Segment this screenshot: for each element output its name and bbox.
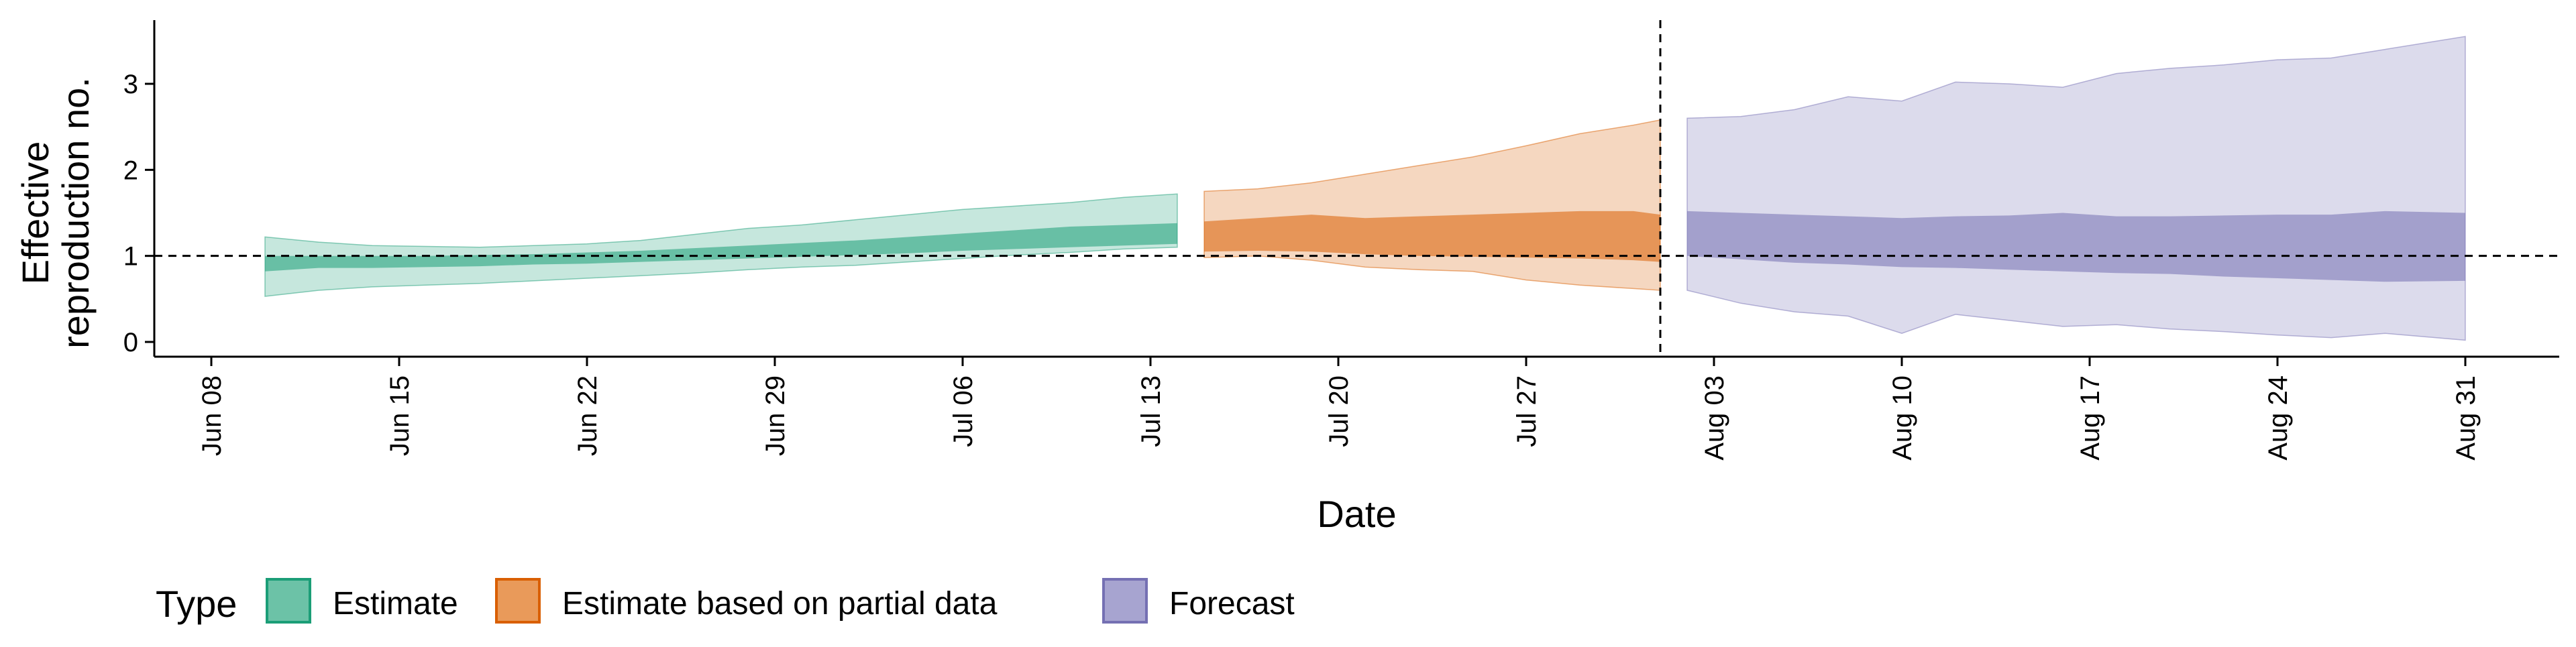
- legend-title: Type: [156, 583, 237, 625]
- x-tick-label: Aug 24: [2263, 375, 2293, 461]
- y-tick-label: 0: [123, 328, 138, 357]
- x-tick-label: Aug 17: [2076, 375, 2105, 461]
- band-90-estimate-based-on-partial-data: [1204, 120, 1660, 290]
- series-estimate-based-on-partial-data: [1204, 120, 1660, 290]
- x-tick-label: Jul 13: [1136, 375, 1166, 447]
- legend-key-forecast: [1104, 579, 1146, 622]
- x-tick-label: Jul 06: [949, 375, 978, 447]
- x-axis-title: Date: [1317, 493, 1396, 535]
- y-axis-title-line-2: reproduction no.: [54, 77, 97, 349]
- x-tick-label: Aug 10: [1888, 375, 1917, 461]
- bands-layer: [265, 36, 2465, 340]
- y-tick-label: 3: [123, 70, 138, 99]
- legend-label-estimate-based-on-partial-data: Estimate based on partial data: [562, 586, 998, 622]
- x-tick-label: Jul 20: [1324, 375, 1354, 447]
- legend: Type Estimate Estimate based on partial da…: [156, 579, 1295, 625]
- legend-key-estimate: [267, 579, 310, 622]
- legend-label-forecast: Forecast: [1169, 586, 1295, 622]
- y-axis-title-line-1: Effective: [14, 141, 56, 285]
- y-tick-label: 2: [123, 156, 138, 185]
- y-tick-label: 1: [123, 242, 138, 272]
- x-tick-label: Jun 22: [573, 375, 602, 456]
- legend-key-estimate-based-on-partial-data: [496, 579, 539, 622]
- series-forecast: [1687, 36, 2465, 340]
- band-90-forecast: [1687, 36, 2465, 340]
- x-tick-label: Aug 31: [2451, 375, 2481, 461]
- x-tick-label: Jun 29: [761, 375, 790, 456]
- x-tick-label: Aug 03: [1700, 375, 1729, 461]
- series-estimate: [265, 194, 1177, 296]
- legend-label-estimate: Estimate: [333, 586, 458, 622]
- x-tick-label: Jul 27: [1512, 375, 1542, 447]
- x-tick-label: Jun 08: [197, 375, 227, 456]
- x-tick-label: Jun 15: [385, 375, 415, 456]
